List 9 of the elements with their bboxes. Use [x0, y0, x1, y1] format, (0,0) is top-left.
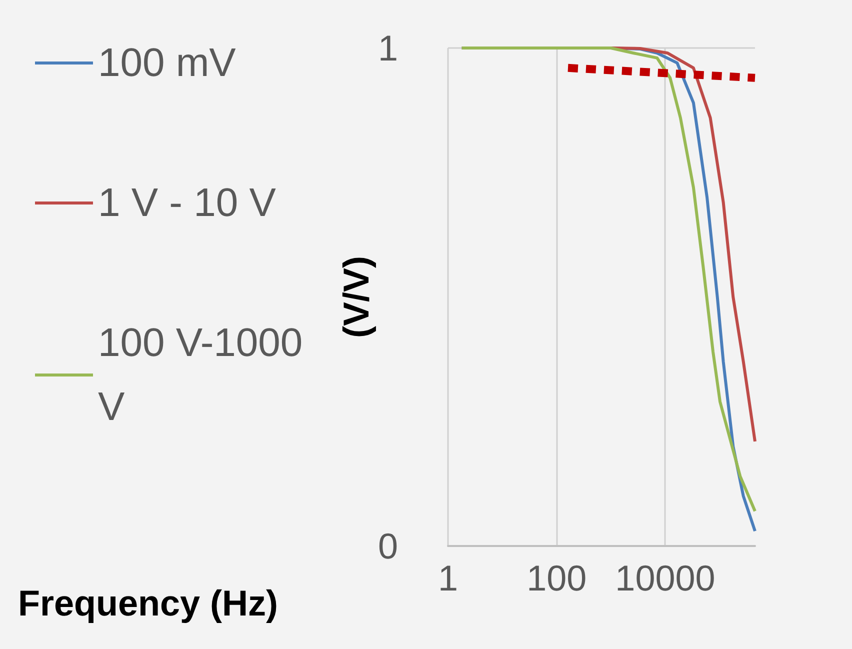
- x-tick-label: 10000: [615, 558, 716, 598]
- legend-label: 1 V - 10 V: [98, 181, 276, 225]
- y-axis-title: (V/V): [336, 256, 377, 338]
- y-tick-label: 0: [378, 526, 398, 566]
- x-axis-title: Frequency (Hz): [18, 582, 278, 624]
- legend-label: 100 mV: [98, 41, 236, 85]
- legend-label: 100 V-1000 V: [98, 321, 303, 429]
- x-tick-label: 1: [438, 558, 458, 598]
- x-tick-label: 100: [526, 558, 587, 598]
